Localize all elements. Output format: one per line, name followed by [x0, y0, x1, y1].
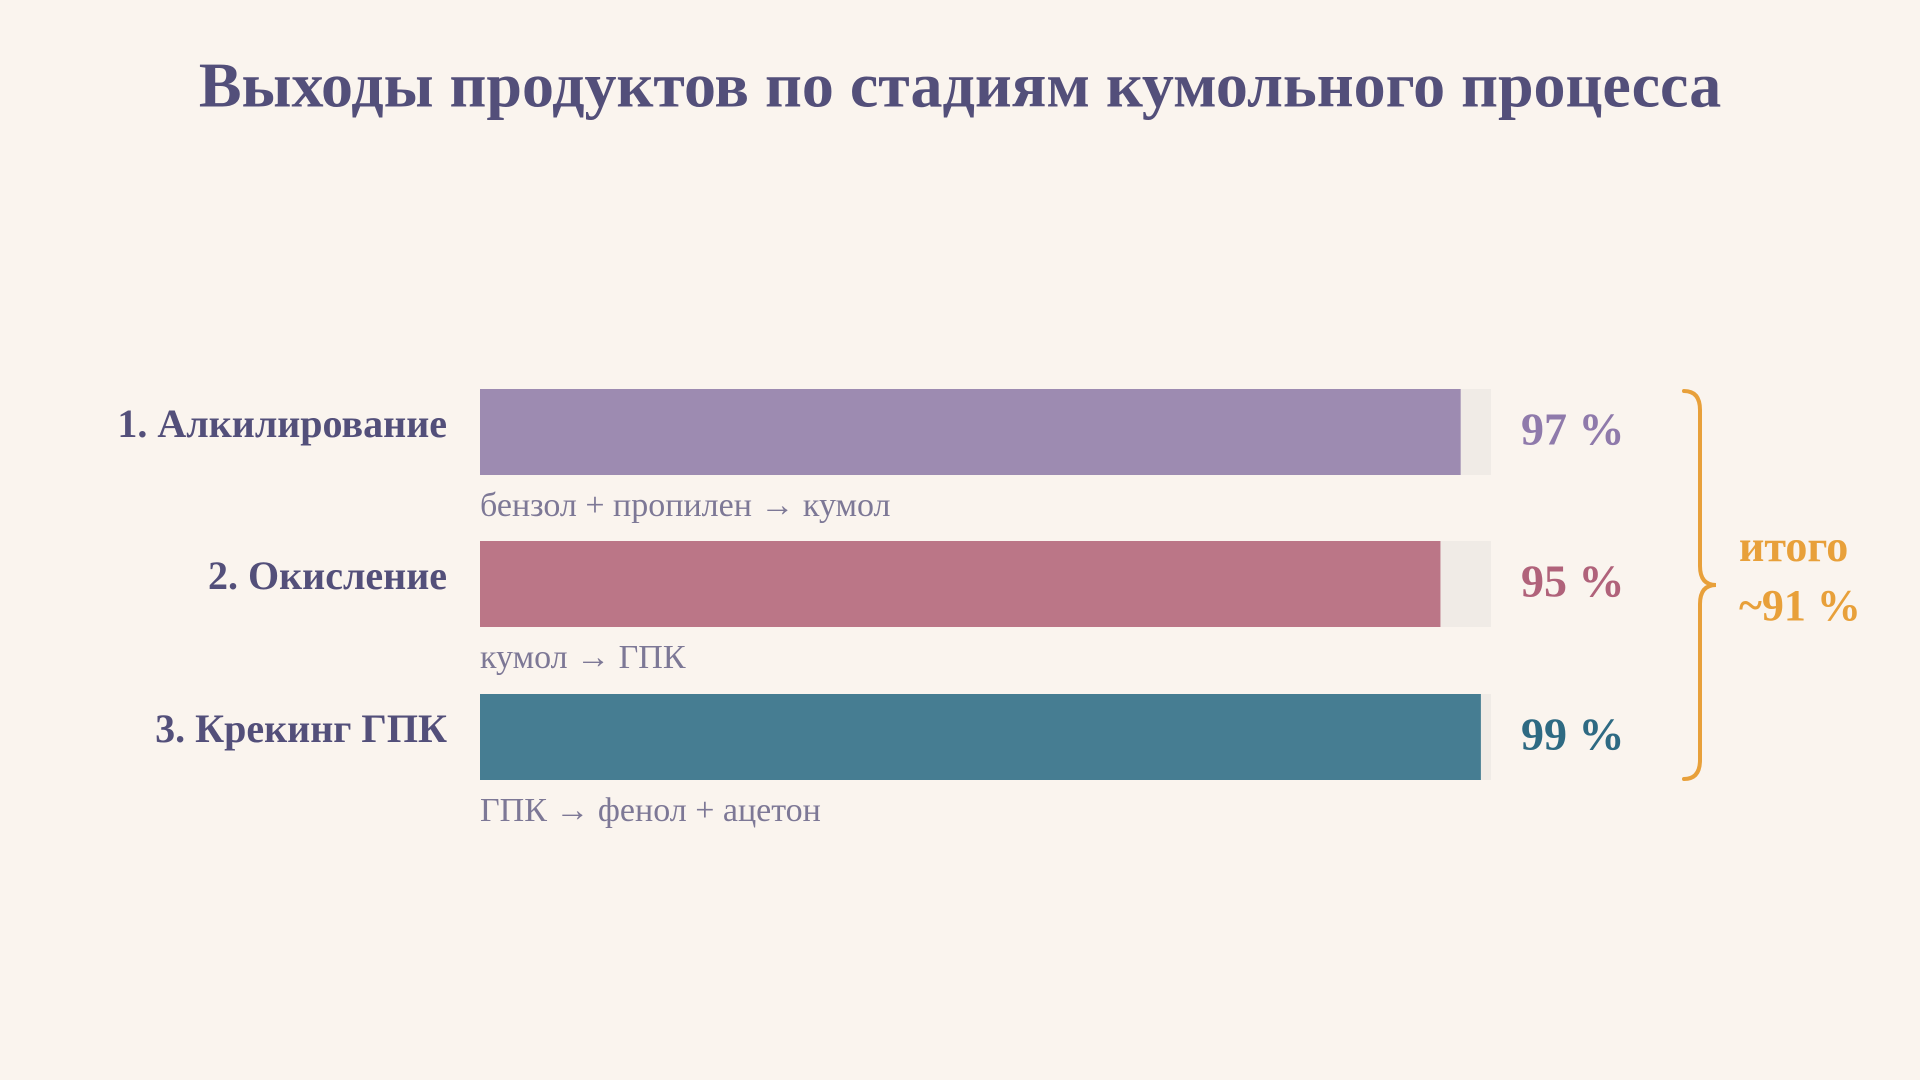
total-annotation: итого: [1739, 522, 1848, 571]
reaction-label: кумол → ГПК: [480, 639, 686, 676]
bar: [480, 389, 1461, 475]
category-label: 1. Алкилирование: [117, 401, 447, 446]
brace: [1682, 389, 1717, 781]
total-annotation: ~91 %: [1739, 581, 1861, 630]
value-label: 99 %: [1521, 709, 1625, 760]
category-label: 2. Окисление: [208, 553, 447, 598]
chart-title: Выходы продуктов по стадиям кумольного п…: [199, 50, 1721, 121]
bar: [480, 694, 1481, 780]
reaction-label: ГПК → фенол + ацетон: [480, 792, 821, 829]
reaction-label: бензол + пропилен → кумол: [480, 487, 891, 524]
value-label: 95 %: [1521, 556, 1625, 607]
value-label: 97 %: [1521, 404, 1625, 455]
category-label: 3. Крекинг ГПК: [155, 706, 447, 751]
bar: [480, 541, 1441, 627]
